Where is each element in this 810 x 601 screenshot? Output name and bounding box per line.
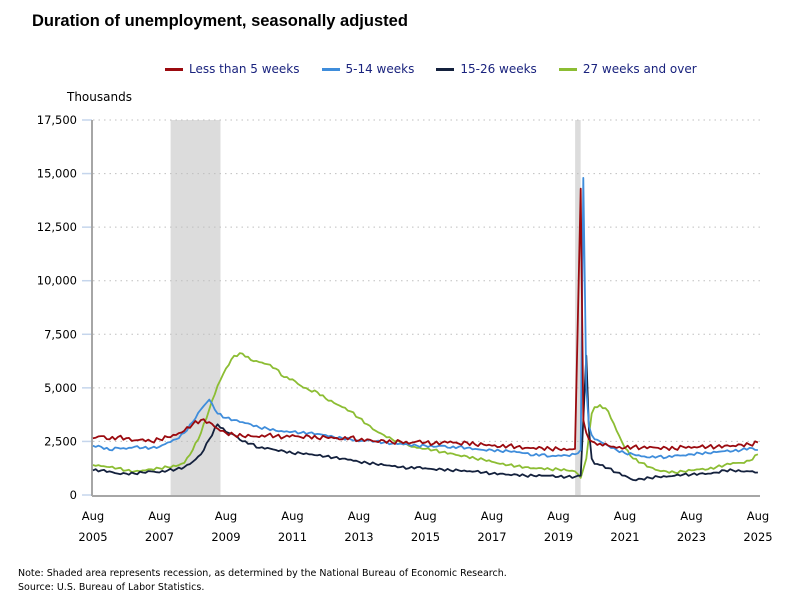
x-tick-label-month: Aug	[148, 509, 170, 523]
chart-title: Duration of unemployment, seasonally adj…	[32, 12, 408, 30]
x-tick-label-month: Aug	[614, 509, 636, 523]
y-tick-label: 5,000	[44, 381, 77, 395]
legend: Less than 5 weeks 5-14 weeks 15-26 weeks…	[165, 62, 697, 76]
legend-label: 5-14 weeks	[345, 62, 415, 76]
x-tick-label-year: 2011	[278, 530, 307, 544]
legend-swatch	[165, 67, 183, 71]
x-tick-label-year: 2005	[78, 530, 107, 544]
legend-label: Less than 5 weeks	[189, 62, 300, 76]
legend-item-less-than-5-weeks: Less than 5 weeks	[165, 62, 300, 76]
x-tick-label-month: Aug	[481, 509, 503, 523]
legend-label: 15-26 weeks	[460, 62, 537, 76]
x-tick-label-year: 2019	[544, 530, 573, 544]
y-axis-label: Thousands	[67, 90, 132, 104]
y-tick-label: 12,500	[37, 220, 77, 234]
y-tick-label: 0	[70, 488, 77, 502]
x-tick-label-month: Aug	[215, 509, 237, 523]
recession-shading	[170, 120, 581, 495]
legend-swatch	[321, 67, 340, 71]
x-tick-label-year: 2009	[211, 530, 240, 544]
footnotes: Note: Shaded area represents recession, …	[18, 567, 507, 595]
y-axis-ticks: 0 2,500 5,000 7,500 10,000 12,500 15,000 17,500	[37, 113, 92, 502]
x-tick-label-month: Aug	[348, 509, 370, 523]
x-tick-label-month: Aug	[82, 509, 104, 523]
source-text: Source: U.S. Bureau of Labor Statistics.	[18, 582, 205, 593]
gridlines	[93, 119, 760, 442]
note-text: Note: Shaded area represents recession, …	[18, 568, 507, 579]
legend-item-15-26-weeks: 15-26 weeks	[436, 62, 537, 76]
x-tick-label-month: Aug	[547, 509, 569, 523]
legend-swatch	[436, 67, 455, 71]
x-tick-label-month: Aug	[680, 509, 702, 523]
x-tick-label-month: Aug	[414, 509, 436, 523]
legend-swatch	[558, 67, 577, 71]
legend-item-27-weeks-and-over: 27 weeks and over	[558, 62, 697, 76]
legend-label: 27 weeks and over	[582, 62, 697, 76]
series-line-27-weeks-and-over	[92, 352, 759, 479]
x-tick-label-month: Aug	[281, 509, 303, 523]
y-tick-label: 2,500	[44, 434, 77, 448]
x-tick-label-year: 2023	[677, 530, 706, 544]
x-tick-label-year: 2013	[344, 530, 373, 544]
series-line-15-26-weeks	[92, 354, 758, 482]
x-tick-label-year: 2015	[411, 530, 440, 544]
series-line-less-than-5-weeks	[92, 187, 759, 452]
x-tick-label-year: 2007	[145, 530, 174, 544]
x-tick-label-year: 2017	[477, 530, 506, 544]
series-lines	[92, 176, 759, 482]
x-axis-ticks: Aug 2005 Aug 2007 Aug 2009 Aug 2011 Aug 2013 Aug 20…	[78, 509, 772, 544]
x-tick-label-year: 2025	[743, 530, 772, 544]
x-tick-label-month: Aug	[747, 509, 769, 523]
x-tick-label-year: 2021	[610, 530, 639, 544]
y-tick-label: 7,500	[44, 327, 77, 341]
series-line-5-14-weeks	[92, 176, 758, 460]
y-tick-label: 17,500	[37, 113, 77, 127]
y-tick-label: 15,000	[37, 167, 77, 181]
y-tick-label: 10,000	[37, 274, 77, 288]
chart-plot: 0 2,500 5,000 7,500 10,000 12,500 15,000 17,500…	[37, 113, 773, 544]
legend-item-5-14-weeks: 5-14 weeks	[321, 62, 415, 76]
